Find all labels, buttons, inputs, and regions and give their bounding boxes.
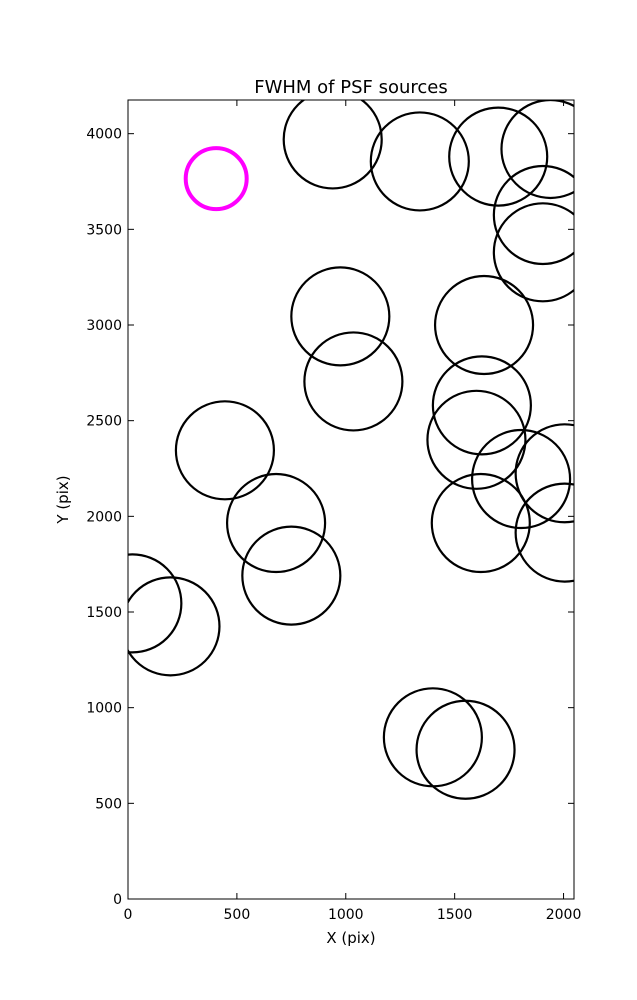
source-circle-2 — [448, 106, 549, 207]
source-circle-14 — [514, 482, 574, 583]
y-tick-label-4000: 4000 — [86, 127, 122, 143]
y-tick-label-1500: 1500 — [86, 605, 122, 621]
source-circle-15 — [430, 472, 531, 574]
y-tick-label-3000: 3000 — [86, 318, 122, 334]
y-axis-title: Y (pix) — [54, 475, 72, 524]
source-circle-1 — [369, 111, 470, 212]
source-circle-5 — [492, 202, 574, 303]
x-tick-label-0: 0 — [124, 907, 133, 923]
series-sources — [128, 100, 574, 800]
y-tick-label-2500: 2500 — [86, 414, 122, 430]
source-circle-16 — [225, 472, 327, 574]
source-circle-3 — [500, 100, 574, 200]
y-tick-label-500: 500 — [95, 796, 122, 812]
y-tick-label-0: 0 — [113, 892, 122, 908]
series-highlight — [183, 146, 249, 212]
source-circle-11 — [174, 400, 276, 501]
source-circle-19 — [128, 576, 221, 677]
source-circle-0 — [282, 100, 383, 190]
x-tick-label-1500: 1500 — [437, 907, 473, 923]
source-circle-6 — [290, 266, 391, 367]
data-marks — [128, 100, 574, 800]
highlight-circle-0 — [183, 146, 249, 212]
x-tick-label-1000: 1000 — [328, 907, 364, 923]
source-circle-7 — [433, 274, 535, 376]
x-tick-label-2000: 2000 — [546, 907, 582, 923]
x-axis-title: X (pix) — [326, 929, 375, 947]
source-circle-9 — [431, 355, 532, 456]
source-circle-21 — [415, 699, 516, 800]
axis-ticks: 0 500 1000 1500 2000 0 500 1000 1500 2000 2500 3000… — [86, 100, 581, 923]
y-tick-label-1000: 1000 — [86, 701, 122, 717]
y-tick-label-3500: 3500 — [86, 222, 122, 238]
source-circle-13 — [470, 428, 572, 530]
source-circle-18 — [128, 553, 183, 654]
source-circle-12 — [514, 423, 574, 524]
plot-area-frame — [127, 99, 575, 900]
y-tick-label-2000: 2000 — [86, 509, 122, 525]
source-circle-8 — [303, 331, 404, 432]
source-circle-10 — [426, 389, 527, 490]
source-circle-17 — [241, 525, 342, 626]
chart-title: FWHM of PSF sources — [254, 77, 448, 98]
x-tick-label-500: 500 — [224, 907, 251, 923]
source-circle-4 — [492, 164, 574, 266]
